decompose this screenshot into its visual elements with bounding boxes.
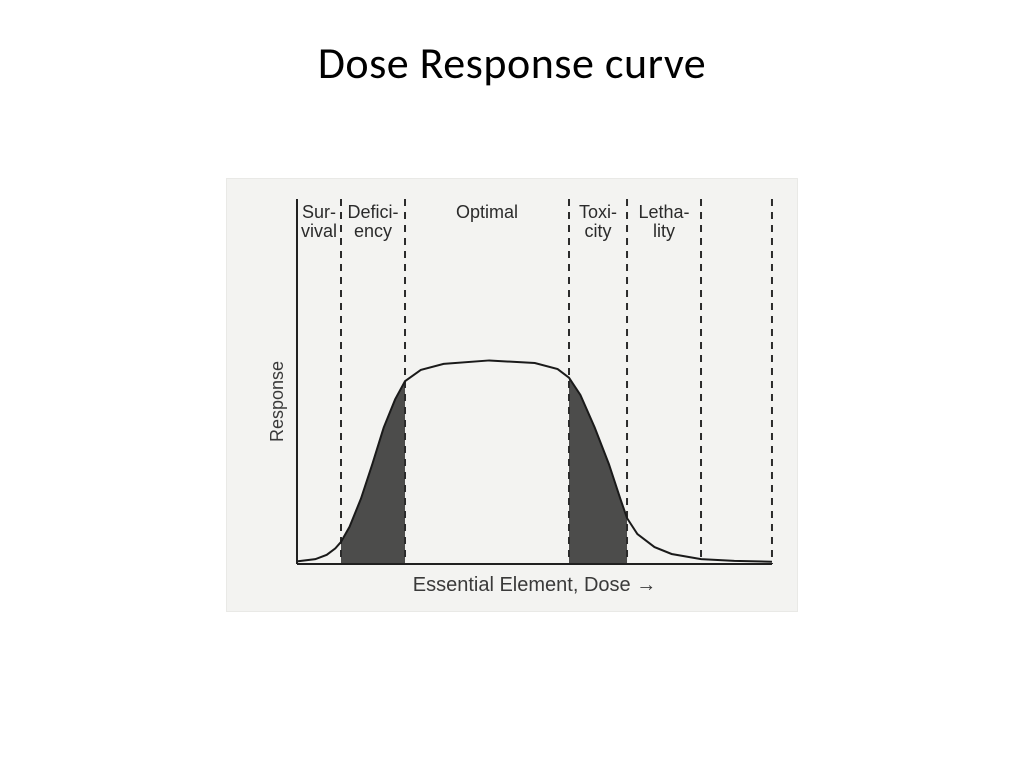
y-axis-label: Response	[267, 360, 288, 441]
region-label: Optimal	[442, 203, 532, 222]
page-title: Dose Response curve	[0, 36, 1024, 90]
figure-frame: Response Essential Element, Dose → Sur- …	[226, 178, 798, 612]
x-axis-label: Essential Element, Dose →	[297, 574, 772, 597]
dose-response-chart	[227, 179, 797, 611]
region-label: Defici- ency	[328, 203, 418, 241]
region-label: Letha- lity	[619, 203, 709, 241]
slide: Dose Response curve Response Essential E…	[0, 0, 1024, 768]
